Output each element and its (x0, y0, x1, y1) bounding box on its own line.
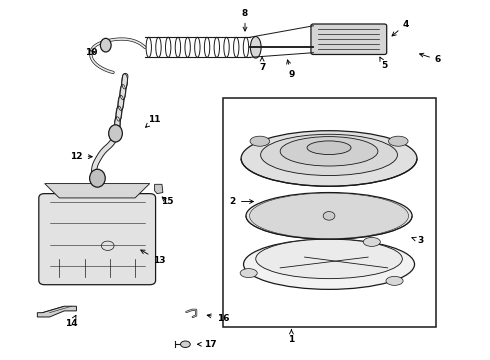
FancyBboxPatch shape (39, 194, 156, 285)
Ellipse shape (386, 276, 403, 285)
Ellipse shape (90, 169, 105, 187)
Ellipse shape (241, 131, 417, 186)
Ellipse shape (299, 207, 359, 225)
Ellipse shape (363, 238, 380, 246)
Ellipse shape (279, 202, 379, 230)
Polygon shape (37, 306, 76, 317)
Text: 15: 15 (161, 197, 173, 206)
Ellipse shape (309, 210, 349, 222)
Ellipse shape (180, 341, 190, 347)
Text: 10: 10 (85, 48, 98, 57)
Text: 4: 4 (392, 19, 410, 36)
Text: 14: 14 (65, 315, 78, 328)
Ellipse shape (307, 141, 351, 154)
Ellipse shape (109, 125, 122, 142)
Text: 7: 7 (259, 57, 265, 72)
Ellipse shape (280, 136, 378, 166)
FancyBboxPatch shape (311, 24, 387, 54)
Text: 13: 13 (141, 250, 166, 265)
Text: 2: 2 (230, 197, 253, 206)
Ellipse shape (100, 39, 111, 52)
Text: 9: 9 (287, 60, 294, 79)
Text: 8: 8 (242, 9, 248, 31)
Text: 17: 17 (197, 340, 217, 349)
Text: 12: 12 (70, 152, 92, 161)
Polygon shape (45, 184, 150, 198)
Ellipse shape (389, 136, 408, 146)
Ellipse shape (250, 136, 270, 146)
Ellipse shape (249, 193, 409, 239)
Text: 5: 5 (380, 57, 388, 70)
Ellipse shape (246, 193, 412, 239)
Polygon shape (155, 184, 163, 194)
Text: 1: 1 (288, 329, 294, 344)
Ellipse shape (240, 269, 257, 278)
Ellipse shape (256, 239, 402, 279)
Ellipse shape (244, 239, 415, 289)
Text: 16: 16 (207, 314, 229, 323)
Ellipse shape (289, 204, 369, 228)
Ellipse shape (261, 134, 397, 176)
Circle shape (323, 212, 335, 220)
Text: 6: 6 (419, 53, 441, 64)
Ellipse shape (259, 196, 399, 236)
Bar (223, 98, 436, 327)
Ellipse shape (250, 37, 261, 58)
Text: 11: 11 (146, 114, 161, 127)
Ellipse shape (269, 199, 389, 233)
Text: 3: 3 (412, 237, 424, 246)
